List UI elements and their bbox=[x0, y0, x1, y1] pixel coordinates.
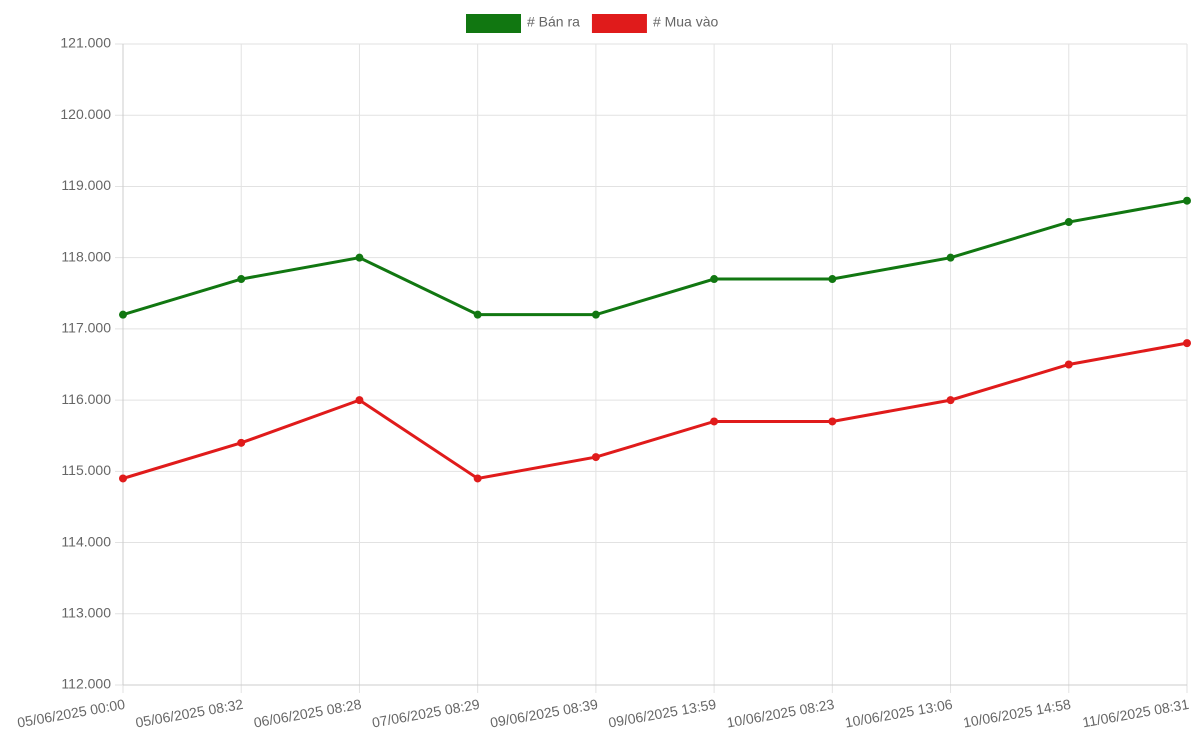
x-tick-label: 05/06/2025 08:32 bbox=[134, 696, 244, 731]
x-tick-label: 10/06/2025 08:23 bbox=[725, 696, 835, 731]
y-tick-label: 118.000 bbox=[61, 248, 111, 264]
data-point bbox=[473, 474, 482, 483]
y-tick-label: 115.000 bbox=[61, 462, 111, 478]
x-tick-label: 07/06/2025 08:29 bbox=[371, 696, 481, 731]
y-tick-label: 120.000 bbox=[60, 106, 111, 122]
legend-label[interactable]: # Mua vào bbox=[653, 14, 719, 30]
y-tick-label: 121.000 bbox=[60, 35, 111, 51]
legend-swatch[interactable] bbox=[591, 14, 647, 33]
data-point bbox=[946, 253, 955, 262]
data-point bbox=[119, 310, 127, 319]
data-point bbox=[591, 453, 600, 462]
y-tick-label: 119.000 bbox=[61, 177, 111, 193]
data-point bbox=[1183, 196, 1191, 205]
data-point bbox=[355, 396, 364, 405]
x-tick-label: 09/06/2025 08:39 bbox=[489, 696, 599, 731]
y-tick-label: 113.000 bbox=[61, 604, 111, 620]
x-tick-label: 10/06/2025 14:58 bbox=[962, 696, 1072, 731]
x-tick-label: 05/06/2025 00:00 bbox=[16, 696, 126, 731]
y-tick-label: 117.000 bbox=[61, 320, 111, 336]
data-point bbox=[1064, 360, 1073, 369]
y-tick-label: 112.000 bbox=[61, 676, 111, 692]
data-point bbox=[946, 396, 955, 405]
data-point bbox=[1064, 218, 1073, 227]
series-line bbox=[122, 199, 1188, 317]
x-tick-label: 06/06/2025 08:28 bbox=[252, 696, 362, 731]
data-point bbox=[1183, 339, 1191, 348]
data-point bbox=[237, 275, 246, 284]
data-point bbox=[473, 310, 482, 319]
x-tick-label: 10/06/2025 13:06 bbox=[844, 696, 954, 731]
data-point bbox=[710, 417, 719, 426]
y-tick-label: 114.000 bbox=[61, 533, 111, 549]
series-line bbox=[122, 341, 1188, 481]
x-tick-label: 09/06/2025 13:59 bbox=[607, 696, 717, 731]
data-point bbox=[355, 253, 364, 262]
data-point bbox=[591, 310, 600, 319]
data-point bbox=[710, 275, 719, 284]
data-point bbox=[828, 275, 837, 284]
legend-swatch[interactable] bbox=[466, 14, 521, 33]
y-tick-label: 116.000 bbox=[61, 391, 111, 407]
x-tick-label: 11/06/2025 08:31 bbox=[1081, 696, 1190, 731]
data-point bbox=[828, 417, 837, 426]
legend-label[interactable]: # Bán ra bbox=[527, 14, 580, 30]
data-point bbox=[119, 474, 127, 483]
data-point bbox=[237, 438, 246, 447]
